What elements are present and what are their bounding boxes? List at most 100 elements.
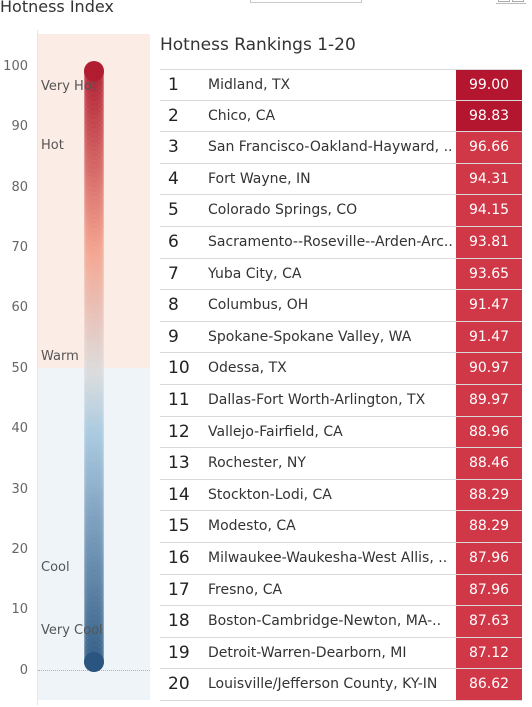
table-row[interactable]: 10 Odessa, TX 90.97 <box>160 353 522 385</box>
city-name: Sacramento--Roseville--Arden-Arc.. <box>208 233 453 250</box>
city-name: Dallas-Fort Worth-Arlington, TX <box>208 391 426 408</box>
hotness-score: 88.96 <box>456 416 522 448</box>
hotness-score: 89.97 <box>456 384 522 416</box>
hotness-score: 86.62 <box>456 669 522 700</box>
table-row[interactable]: 19 Detroit-Warren-Dearborn, MI 87.12 <box>160 637 522 670</box>
rankings-table: 1 Midland, TX 99.00 2 Chico, CA 98.83 3 San Fra… <box>160 69 522 701</box>
table-row[interactable]: 17 Fresno, CA 87.96 <box>160 574 522 607</box>
rank-number: 18 <box>168 611 190 632</box>
tick-100: 100 <box>3 59 28 74</box>
gauge-dot <box>84 61 104 81</box>
zone-label-cool: Cool <box>41 560 70 575</box>
city-name: Columbus, OH <box>208 297 309 314</box>
hotness-score: 88.29 <box>456 479 522 511</box>
city-name: Stockton-Lodi, CA <box>208 486 332 503</box>
hotness-score: 87.63 <box>456 606 522 637</box>
rank-number: 2 <box>168 105 179 126</box>
zone-label-very-cool: Very Cool <box>41 623 103 638</box>
hotness-score: 88.46 <box>456 448 522 479</box>
tick-80: 80 <box>11 180 28 195</box>
city-name: Odessa, TX <box>208 360 287 377</box>
table-row[interactable]: 18 Boston-Cambridge-Newton, MA-.. 87.63 <box>160 606 522 638</box>
table-row[interactable]: 2 Chico, CA 98.83 <box>160 100 522 133</box>
rank-number: 13 <box>168 453 190 474</box>
city-name: Detroit-Warren-Dearborn, MI <box>208 644 407 661</box>
table-row[interactable]: 16 Milwaukee-Waukesha-West Allis, .. 87.96 <box>160 542 522 575</box>
tick-60: 60 <box>11 300 28 315</box>
city-name: San Francisco-Oakland-Hayward, .. <box>208 139 453 156</box>
tick-70: 70 <box>11 240 28 255</box>
rank-number: 16 <box>168 547 190 568</box>
table-row[interactable]: 9 Spokane-Spokane Valley, WA 91.47 <box>160 321 522 354</box>
city-name: Rochester, NY <box>208 455 306 472</box>
rank-number: 19 <box>168 642 190 663</box>
rank-number: 15 <box>168 516 190 537</box>
table-row[interactable]: 5 Colorado Springs, CO 94.15 <box>160 195 522 227</box>
city-name: Boston-Cambridge-Newton, MA-.. <box>208 613 442 630</box>
hotness-score: 93.65 <box>456 258 522 290</box>
gauge-dot <box>84 652 104 672</box>
hotness-score: 96.66 <box>456 132 522 163</box>
tick-10: 10 <box>11 602 28 617</box>
hotness-score: 90.97 <box>456 353 522 384</box>
hotness-score: 93.81 <box>456 226 522 258</box>
rank-number: 3 <box>168 137 179 158</box>
y-axis-line <box>37 30 38 705</box>
filter-input[interactable] <box>250 0 362 3</box>
gauge-dots <box>84 61 104 672</box>
table-row[interactable]: 8 Columbus, OH 91.47 <box>160 290 522 322</box>
tick-30: 30 <box>11 482 28 497</box>
table-row[interactable]: 3 San Francisco-Oakland-Hayward, .. 96.66 <box>160 132 522 164</box>
table-row[interactable]: 11 Dallas-Fort Worth-Arlington, TX 89.97 <box>160 384 522 417</box>
rank-number: 4 <box>168 168 179 189</box>
city-name: Spokane-Spokane Valley, WA <box>208 328 412 345</box>
page-title: Hotness Index <box>0 0 114 16</box>
hotness-score: 87.96 <box>456 542 522 574</box>
rank-number: 1 <box>168 75 179 95</box>
rank-number: 6 <box>168 231 179 252</box>
city-name: Vallejo-Fairfield, CA <box>208 423 343 440</box>
rank-number: 7 <box>168 263 179 284</box>
hotness-gauge: 100 90 80 70 60 50 40 30 20 10 0 Very Ho… <box>0 30 160 707</box>
table-row[interactable]: 7 Yuba City, CA 93.65 <box>160 258 522 291</box>
city-name: Chico, CA <box>208 107 276 124</box>
tick-50: 50 <box>11 361 28 376</box>
table-row[interactable]: 13 Rochester, NY 88.46 <box>160 448 522 480</box>
rank-number: 9 <box>168 326 179 347</box>
tick-0: 0 <box>19 663 28 678</box>
hotness-score: 87.12 <box>456 637 522 669</box>
table-row[interactable]: 15 Modesto, CA 88.29 <box>160 511 522 543</box>
rank-number: 12 <box>168 421 190 442</box>
view-toggle-icon[interactable] <box>496 0 526 4</box>
tick-40: 40 <box>11 421 28 436</box>
rank-number: 14 <box>168 484 190 505</box>
hotness-score: 98.83 <box>456 100 522 132</box>
rank-number: 17 <box>168 579 190 600</box>
table-row[interactable]: 20 Louisville/Jefferson County, KY-IN 86.6… <box>160 669 522 701</box>
hotness-score: 88.29 <box>456 511 522 542</box>
zone-label-hot: Hot <box>41 138 64 153</box>
hotness-score: 94.31 <box>456 163 522 195</box>
table-row[interactable]: 1 Midland, TX 99.00 <box>160 69 522 101</box>
table-row[interactable]: 6 Sacramento--Roseville--Arden-Arc.. 93.81 <box>160 226 522 259</box>
table-row[interactable]: 14 Stockton-Lodi, CA 88.29 <box>160 479 522 512</box>
city-name: Milwaukee-Waukesha-West Allis, .. <box>208 549 448 566</box>
table-row[interactable]: 4 Fort Wayne, IN 94.31 <box>160 163 522 196</box>
city-name: Yuba City, CA <box>208 265 302 282</box>
tick-90: 90 <box>11 119 28 134</box>
table-row[interactable]: 12 Vallejo-Fairfield, CA 88.96 <box>160 416 522 449</box>
rank-number: 10 <box>168 358 190 379</box>
zone-label-very-hot: Very Hot <box>41 79 97 94</box>
hotness-score: 94.15 <box>456 195 522 226</box>
city-name: Louisville/Jefferson County, KY-IN <box>208 676 438 693</box>
rank-number: 5 <box>168 200 179 221</box>
hotness-score: 91.47 <box>456 290 522 321</box>
hotness-score: 99.00 <box>456 70 522 100</box>
hotness-score: 87.96 <box>456 574 522 606</box>
zone-label-warm: Warm <box>41 349 79 364</box>
hotness-score: 91.47 <box>456 321 522 353</box>
rankings-title: Hotness Rankings 1-20 <box>160 35 356 55</box>
city-name: Modesto, CA <box>208 518 296 535</box>
city-name: Midland, TX <box>208 77 291 93</box>
tick-20: 20 <box>11 542 28 557</box>
